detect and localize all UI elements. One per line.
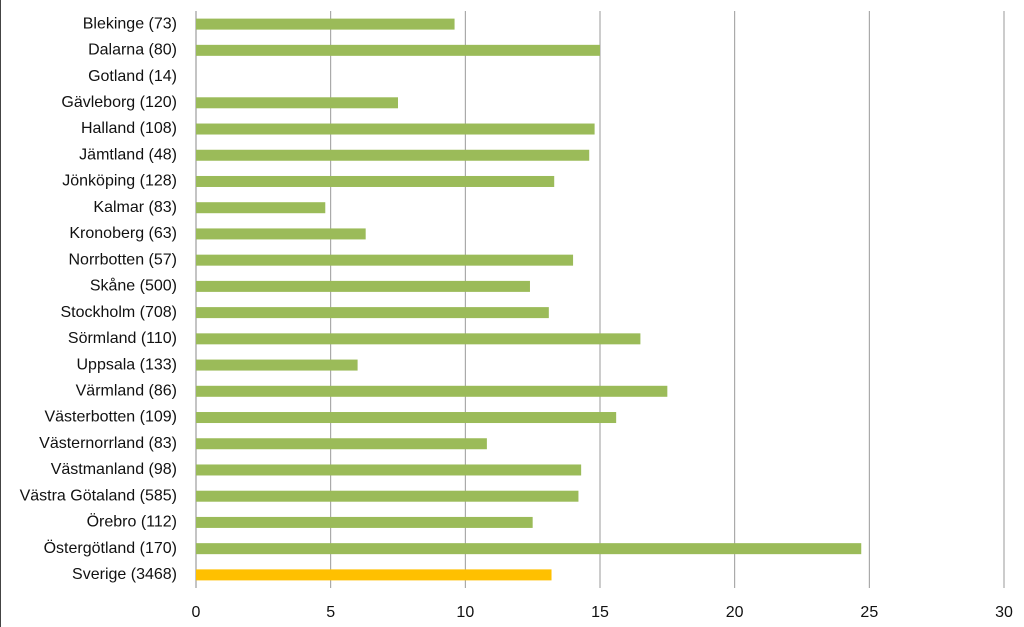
bar	[196, 254, 574, 266]
y-tick-label: Kronoberg (63)	[69, 225, 177, 242]
bar	[196, 543, 862, 555]
y-tick-label: Gävleborg (120)	[61, 94, 177, 111]
bar	[196, 490, 579, 502]
bar	[196, 569, 552, 581]
y-tick-label: Norrbotten (57)	[69, 251, 178, 268]
bar	[196, 307, 549, 319]
x-tick-label: 20	[726, 604, 744, 621]
y-tick-label: Jönköping (128)	[62, 173, 177, 190]
y-tick-label: Uppsala (133)	[77, 356, 178, 373]
bar	[196, 412, 617, 424]
bar	[196, 18, 455, 30]
y-tick-label: Värmland (86)	[76, 383, 177, 400]
y-tick-label: Stockholm (708)	[61, 304, 178, 321]
y-tick-label: Östergötland (170)	[44, 539, 177, 557]
y-tick-label: Dalarna (80)	[88, 42, 177, 59]
x-tick-label: 25	[860, 604, 878, 621]
bar	[196, 228, 366, 240]
y-tick-label: Halland (108)	[81, 120, 177, 137]
bar	[196, 175, 555, 187]
x-tick-label: 5	[326, 604, 335, 621]
bar	[196, 359, 358, 371]
y-tick-label: Västerbotten (109)	[44, 409, 177, 426]
bar	[196, 385, 668, 397]
y-tick-label: Örebro (112)	[87, 513, 177, 531]
y-tick-label: Skåne (500)	[90, 277, 177, 295]
bar	[196, 464, 582, 476]
bar	[196, 438, 487, 450]
bar	[196, 280, 530, 292]
y-tick-label: Blekinge (73)	[83, 15, 177, 32]
y-tick-label: Sverige (3468)	[72, 566, 177, 583]
bar	[196, 516, 533, 528]
bar	[196, 123, 595, 135]
y-tick-label: Sörmland (110)	[68, 330, 177, 347]
bar	[196, 333, 641, 345]
x-tick-label: 15	[591, 604, 609, 621]
y-tick-label: Jämtland (48)	[79, 146, 177, 163]
bar	[196, 97, 398, 109]
bar	[196, 149, 590, 161]
bar	[196, 44, 600, 56]
bar	[196, 202, 326, 214]
y-tick-label: Kalmar (83)	[93, 199, 177, 216]
y-tick-label: Gotland (14)	[88, 68, 177, 85]
y-tick-label: Västernorrland (83)	[39, 435, 177, 452]
y-tick-label: Västmanland (98)	[51, 461, 177, 478]
y-tick-label: Västra Götaland (585)	[20, 487, 177, 504]
x-tick-label: 0	[192, 604, 201, 621]
x-tick-label: 10	[456, 604, 474, 621]
x-tick-label: 30	[995, 604, 1013, 621]
